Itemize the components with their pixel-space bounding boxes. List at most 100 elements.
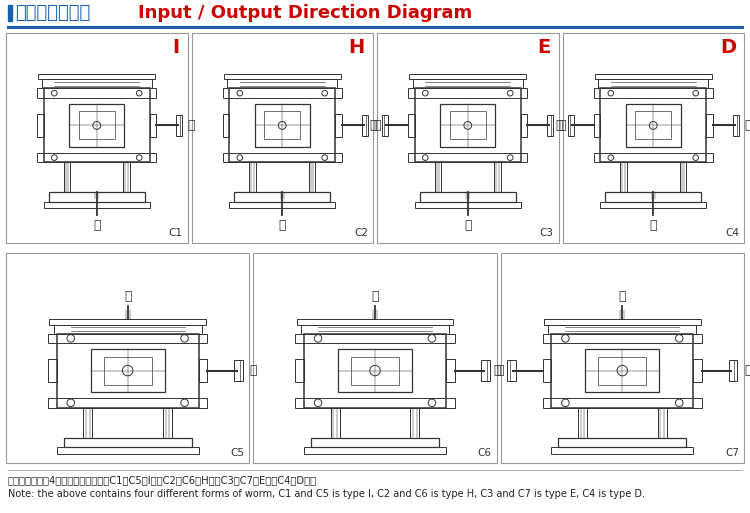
Bar	[296, 398, 454, 408]
Bar	[163, 408, 172, 438]
Bar	[296, 333, 454, 343]
Bar	[680, 163, 686, 192]
Bar	[48, 333, 207, 343]
Text: 入: 入	[249, 364, 256, 377]
Bar	[551, 333, 694, 408]
Bar	[520, 114, 527, 136]
Bar	[304, 333, 446, 408]
Bar	[415, 202, 520, 208]
Bar	[48, 398, 207, 408]
Text: 出: 出	[93, 219, 100, 232]
Bar	[331, 408, 340, 438]
Bar	[605, 192, 701, 202]
Bar	[408, 153, 527, 163]
Bar	[434, 163, 442, 192]
Bar	[301, 325, 449, 333]
Bar	[729, 360, 737, 381]
Bar	[594, 153, 712, 163]
Bar	[223, 153, 342, 163]
Bar	[543, 360, 551, 382]
Text: Input / Output Direction Diagram: Input / Output Direction Diagram	[138, 4, 472, 22]
Text: 入: 入	[559, 119, 566, 132]
Bar	[440, 104, 495, 147]
Text: E: E	[537, 38, 550, 57]
Text: I: I	[172, 38, 179, 57]
Bar	[377, 33, 559, 243]
Bar	[311, 438, 439, 447]
Bar	[598, 80, 709, 88]
Text: C1: C1	[169, 228, 182, 238]
Bar	[415, 88, 520, 163]
Text: 入: 入	[744, 119, 750, 132]
Bar	[548, 325, 696, 333]
Bar	[335, 114, 342, 136]
Bar	[44, 202, 150, 208]
Bar	[635, 111, 671, 140]
Bar	[38, 88, 156, 98]
Text: C4: C4	[725, 228, 739, 238]
Text: 出: 出	[464, 219, 472, 232]
Bar	[494, 163, 501, 192]
Bar	[595, 73, 712, 80]
Bar	[446, 360, 454, 382]
Text: C2: C2	[354, 228, 368, 238]
Bar	[585, 349, 659, 392]
Bar	[69, 104, 124, 147]
Bar	[223, 88, 342, 98]
Bar	[548, 115, 554, 136]
Bar	[304, 447, 446, 453]
Bar	[48, 360, 56, 382]
Bar	[558, 438, 686, 447]
Bar	[64, 163, 70, 192]
Text: 入: 入	[494, 364, 501, 377]
Bar	[227, 80, 338, 88]
Bar	[41, 80, 152, 88]
Bar	[191, 33, 373, 243]
Bar	[543, 333, 702, 343]
Text: Note: the above contains four different forms of worm, C1 and C5 is type I, C2 a: Note: the above contains four different …	[8, 489, 645, 499]
Bar	[658, 408, 667, 438]
Bar	[79, 111, 115, 140]
Bar	[49, 192, 145, 202]
Bar	[234, 360, 242, 381]
Bar	[408, 114, 415, 136]
Bar	[600, 202, 706, 208]
Bar	[450, 111, 486, 140]
Bar	[254, 253, 496, 463]
Text: 出: 出	[371, 289, 379, 303]
Bar	[38, 73, 155, 80]
Bar	[501, 253, 744, 463]
Text: 入: 入	[555, 119, 562, 132]
Bar	[223, 114, 230, 136]
Bar	[543, 398, 702, 408]
Text: 入: 入	[744, 364, 750, 377]
Bar	[296, 360, 304, 382]
Text: H: H	[349, 38, 365, 57]
Bar	[733, 115, 739, 136]
Bar	[249, 163, 256, 192]
Text: C6: C6	[478, 448, 492, 458]
Bar	[199, 360, 207, 382]
Bar	[413, 80, 523, 88]
Text: 入: 入	[188, 119, 195, 132]
Text: C5: C5	[230, 448, 244, 458]
Bar	[594, 88, 712, 98]
Bar	[64, 438, 192, 447]
Bar	[91, 349, 165, 392]
Bar	[6, 33, 188, 243]
Bar	[150, 114, 156, 136]
Text: 入: 入	[496, 364, 504, 377]
Text: 出: 出	[124, 289, 131, 303]
Bar	[6, 253, 249, 463]
Bar	[83, 408, 92, 438]
Bar	[578, 408, 587, 438]
Text: 输入输出指向图: 输入输出指向图	[15, 4, 90, 22]
Bar	[694, 360, 702, 382]
Bar	[44, 88, 150, 163]
Bar	[297, 319, 453, 325]
Bar	[544, 319, 700, 325]
Text: 出: 出	[278, 219, 286, 232]
Bar	[362, 115, 368, 136]
Bar	[600, 88, 706, 163]
Bar	[38, 153, 156, 163]
